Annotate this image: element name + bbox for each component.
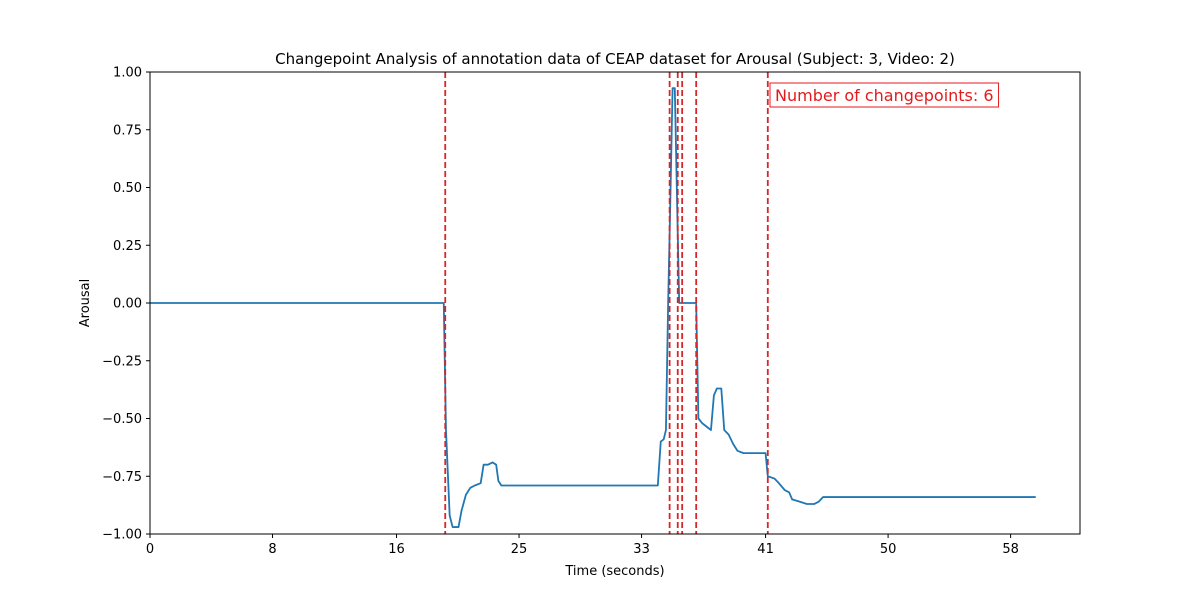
- y-tick-label: 0.00: [113, 297, 142, 312]
- y-tick-label: −0.50: [102, 412, 142, 427]
- changepoint-count-annotation: Number of changepoints: 6: [775, 86, 994, 105]
- y-tick-label: −1.00: [102, 528, 142, 543]
- x-axis-label: Time (seconds): [564, 564, 664, 579]
- x-tick-label: 50: [880, 542, 897, 557]
- y-tick-label: 0.50: [113, 181, 142, 196]
- y-tick-label: −0.75: [102, 470, 142, 485]
- x-tick-label: 0: [146, 542, 154, 557]
- x-tick-label: 33: [633, 542, 650, 557]
- x-tick-label: 16: [388, 542, 405, 557]
- annotation-box: [769, 82, 1000, 108]
- y-tick-label: 0.25: [113, 239, 142, 254]
- y-tick-label: 1.00: [113, 66, 142, 81]
- x-tick-label: 58: [1002, 542, 1019, 557]
- chart-title: Changepoint Analysis of annotation data …: [275, 50, 955, 68]
- plot-area: −1.00 −0.75 −0.50 −0.25 0.00 0.25 0.50 0.75 1.00…: [102, 66, 1081, 557]
- y-tick-label: 0.75: [113, 123, 142, 138]
- x-tick-label: 25: [511, 542, 528, 557]
- x-tick-label: 41: [757, 542, 774, 557]
- x-tick-label: 8: [268, 542, 276, 557]
- y-axis-label: Arousal: [78, 279, 93, 328]
- series-line: [150, 87, 1036, 528]
- y-tick-label: −0.25: [102, 354, 142, 369]
